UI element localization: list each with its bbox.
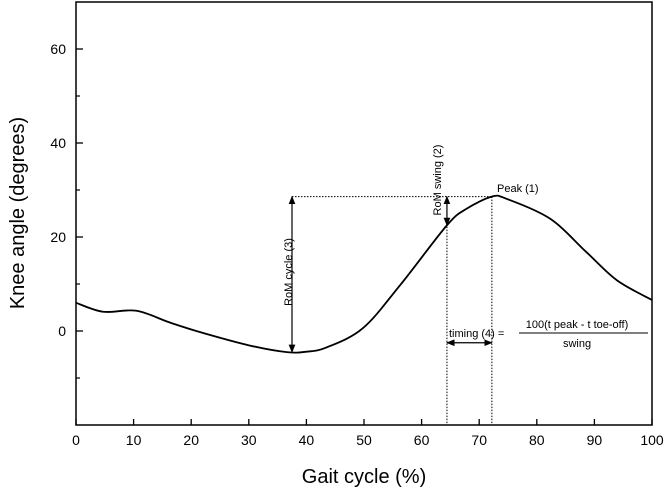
y-tick-label: 20	[50, 229, 66, 245]
rom-cycle-label: RoM cycle (3)	[283, 238, 295, 306]
x-tick-label: 30	[241, 432, 257, 448]
peak-label: Peak (1)	[497, 183, 539, 195]
y-tick-label: 40	[50, 135, 66, 151]
y-axis-title: Knee angle (degrees)	[7, 117, 29, 309]
plot-frame	[75, 1, 653, 426]
x-tick-label: 0	[72, 432, 80, 448]
rom-swing-label: RoM swing (2)	[432, 145, 444, 216]
y-tick-label: 0	[58, 323, 66, 339]
x-tick-label: 80	[529, 432, 545, 448]
x-tick-label: 40	[299, 432, 315, 448]
timing-denominator: swing	[563, 338, 591, 350]
x-tick-label: 100	[640, 432, 664, 448]
y-tick-label: 60	[50, 41, 66, 57]
timing-label: timing (4) =	[449, 328, 504, 340]
x-tick-label: 20	[183, 432, 199, 448]
x-axis-title: Gait cycle (%)	[302, 466, 426, 488]
x-tick-label: 60	[414, 432, 430, 448]
x-tick-label: 10	[126, 432, 142, 448]
knee-angle-line	[75, 194, 653, 354]
timing-numerator: 100(t peak - t toe-off)	[526, 319, 629, 331]
x-tick-label: 50	[356, 432, 372, 448]
x-tick-label: 70	[471, 432, 487, 448]
x-tick-label: 90	[587, 432, 603, 448]
